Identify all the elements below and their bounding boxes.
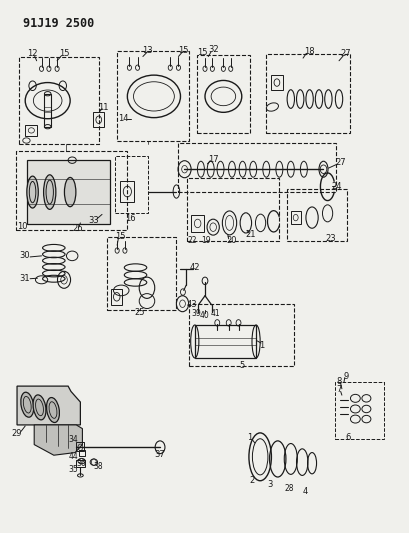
Bar [191,215,204,232]
Text: 31: 31 [19,273,29,282]
Text: 41: 41 [210,309,220,318]
Bar [117,51,188,141]
Ellipse shape [43,175,56,209]
Text: 11: 11 [97,102,108,111]
Text: 30: 30 [19,252,29,260]
Text: 29: 29 [12,430,22,439]
Text: 10: 10 [17,222,27,231]
Text: 7: 7 [335,385,340,394]
Bar [120,181,134,201]
Bar [111,289,122,305]
Bar [188,304,293,367]
Bar [286,189,346,241]
Text: 44: 44 [68,453,78,462]
Bar [186,178,278,241]
Text: 23: 23 [325,235,335,244]
Polygon shape [17,386,80,425]
Text: 25: 25 [134,308,144,317]
Text: 5: 5 [238,361,244,370]
Bar [334,382,383,439]
Text: 26: 26 [72,224,83,233]
Bar [178,143,335,192]
Text: 43: 43 [186,300,197,309]
Text: 34: 34 [68,435,78,444]
Text: 21: 21 [245,230,255,239]
Text: 14: 14 [117,114,128,123]
Text: 3: 3 [267,480,272,489]
Text: 36: 36 [76,459,85,467]
Ellipse shape [64,177,76,207]
Text: 2: 2 [248,477,254,485]
Bar [115,156,147,213]
Bar [194,325,256,358]
Text: 8: 8 [335,377,340,386]
Text: 15: 15 [115,232,125,241]
Bar [19,56,99,144]
Text: 13: 13 [142,46,153,55]
Polygon shape [34,425,82,455]
Text: 22: 22 [188,237,197,246]
Bar [93,112,104,127]
Text: 19: 19 [200,237,210,246]
Bar [44,94,51,127]
Text: 32: 32 [207,45,218,54]
Text: 33: 33 [88,216,99,225]
Text: 28: 28 [283,484,293,493]
Ellipse shape [47,398,59,423]
Bar [76,442,84,451]
Text: 4: 4 [302,487,307,496]
Bar [25,125,37,136]
Text: 38: 38 [93,463,103,471]
Bar [107,237,175,310]
Text: 27: 27 [340,50,351,58]
Bar [16,151,126,230]
Text: 27: 27 [335,158,345,167]
Ellipse shape [33,395,46,420]
Text: 16: 16 [125,214,136,223]
Text: 9: 9 [342,372,348,381]
Text: 15: 15 [178,46,189,55]
Ellipse shape [27,176,38,208]
Bar [196,55,249,133]
Text: 91J19 2500: 91J19 2500 [23,17,94,29]
Text: 24: 24 [330,182,341,191]
Ellipse shape [21,392,34,417]
Text: 12: 12 [27,50,38,58]
Text: 1: 1 [259,341,264,350]
Text: 40: 40 [200,311,209,320]
Text: 15: 15 [58,50,69,58]
Text: 1: 1 [247,433,252,442]
Text: 37: 37 [154,450,165,459]
Text: 42: 42 [189,263,200,272]
Text: 15: 15 [196,48,207,56]
Text: 39: 39 [191,309,200,318]
Text: 18: 18 [303,47,314,55]
Text: 6: 6 [344,433,350,442]
Text: 20: 20 [226,237,236,246]
Bar [270,75,282,90]
Text: 17: 17 [207,155,218,164]
Bar [290,211,300,224]
Bar [76,460,85,467]
Text: 35: 35 [68,465,78,474]
Bar [79,450,85,456]
Polygon shape [27,160,110,224]
Bar [265,54,349,133]
